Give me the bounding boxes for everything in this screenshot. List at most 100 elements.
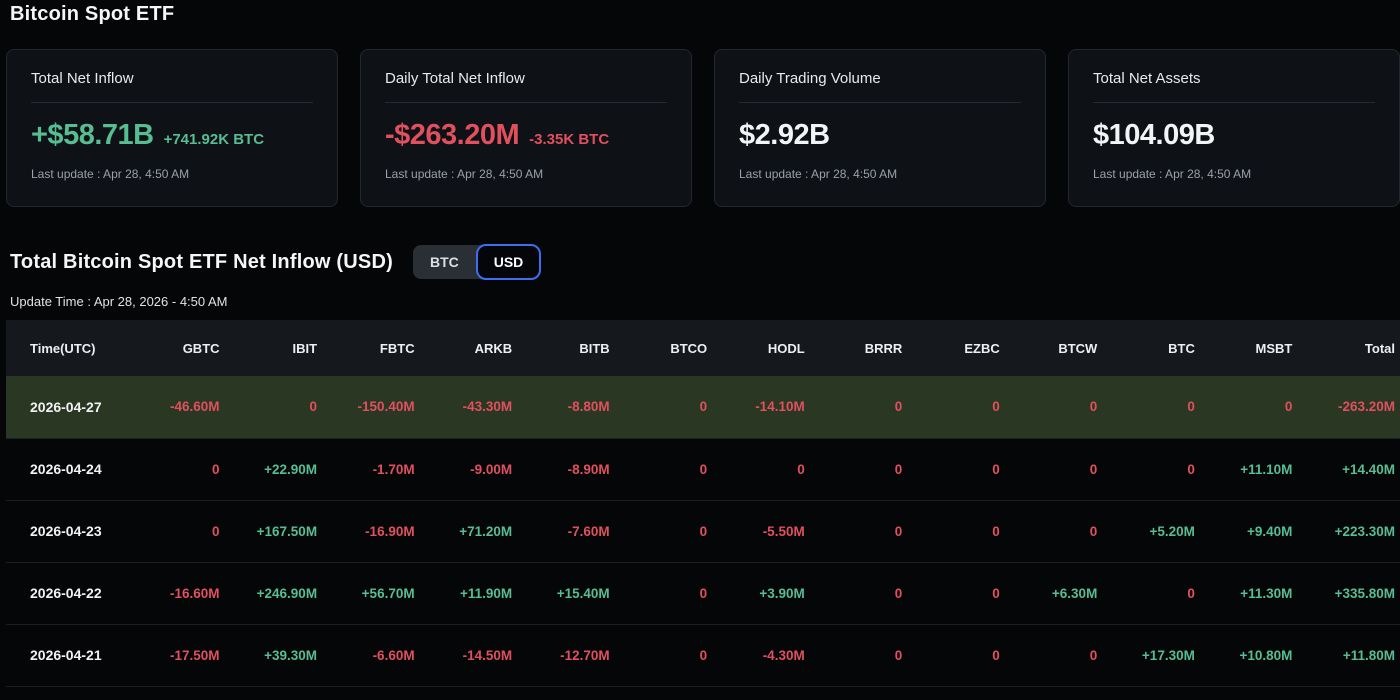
card-divider [31, 102, 313, 103]
table-row: 2026-04-23 0 +167.50M -16.90M +71.20M -7.60M 0… [6, 500, 1400, 563]
value-cell: 0 [1204, 376, 1303, 439]
value-cell: 0 [1009, 438, 1108, 501]
time-cell: 2026-04-24 [6, 438, 132, 501]
time-cell: 2026-04-22 [6, 562, 132, 625]
value-cell: 0 [814, 624, 913, 687]
stat-card-value-row: $104.09B [1093, 119, 1375, 152]
value-cell: +335.80M [1302, 562, 1400, 625]
value-cell: 0 [619, 438, 718, 501]
value-cell: -263.20M [1302, 376, 1400, 439]
stat-card-title: Total Net Assets [1093, 70, 1201, 87]
update-time: Update Time : Apr 28, 2026 - 4:50 AM [10, 294, 228, 309]
value-cell: -8.90M [522, 438, 620, 501]
column-header: FBTC [379, 340, 415, 356]
value-cell: +246.90M [229, 562, 328, 625]
value-cell: +6.30M [1009, 562, 1108, 625]
value-cell: -12.70M [522, 624, 620, 687]
currency-toggle[interactable]: BTC USD [412, 244, 542, 280]
value-cell: 0 [912, 624, 1010, 687]
stat-card: Daily Trading Volume $2.92B Last update : … [714, 49, 1046, 207]
stat-card-subvalue: -3.35K BTC [529, 131, 610, 148]
value-cell: -46.60M [132, 376, 230, 439]
column-header: ARKB [474, 340, 513, 356]
value-cell: -17.50M [132, 624, 230, 687]
stat-card-last-update: Last update : Apr 28, 4:50 AM [385, 167, 544, 181]
value-cell: +11.80M [1302, 624, 1400, 687]
value-cell: 0 [1009, 376, 1108, 439]
time-cell: 2026-04-23 [6, 500, 132, 563]
column-header: BRRR [864, 340, 903, 356]
stat-card-title: Daily Trading Volume [739, 70, 881, 87]
stat-card-value: $2.92B [739, 119, 830, 151]
value-cell: 0 [1107, 438, 1205, 501]
stat-card: Total Net Inflow +$58.71B +741.92K BTC Last… [6, 49, 338, 207]
toggle-option-btc[interactable]: BTC [429, 254, 459, 270]
value-cell: 0 [1107, 562, 1205, 625]
value-cell: 0 [229, 376, 328, 439]
value-cell: -7.60M [522, 500, 620, 563]
value-cell: +167.50M [229, 500, 328, 563]
etf-table-head-row: Time(UTC) GBTC IBIT FBTC ARKB BITB BTCO HODL BRR… [6, 320, 1400, 376]
toggle-option-usd[interactable]: USD [475, 244, 542, 280]
card-divider [739, 102, 1021, 103]
value-cell: 0 [912, 376, 1010, 439]
stat-card-title: Total Net Inflow [31, 70, 134, 87]
value-cell: +10.80M [1204, 624, 1303, 687]
value-cell: 0 [912, 562, 1010, 625]
value-cell: -43.30M [424, 376, 523, 439]
value-cell: +3.90M [717, 562, 815, 625]
value-cell: -5.50M [717, 500, 815, 563]
value-cell: +223.30M [1302, 500, 1400, 563]
stat-card-value: +$58.71B [31, 119, 154, 151]
value-cell: 0 [814, 376, 913, 439]
value-cell: +11.10M [1204, 438, 1303, 501]
value-cell: 0 [619, 624, 718, 687]
value-cell: +71.20M [424, 500, 523, 563]
stat-card: Total Net Assets $104.09B Last update : Ap… [1068, 49, 1400, 207]
time-cell: 2026-04-27 [6, 376, 132, 439]
table-row: 2026-04-22 -16.60M +246.90M +56.70M +11.90M +… [6, 562, 1400, 625]
value-cell: 0 [1107, 376, 1205, 439]
stat-card-value-row: $2.92B [739, 119, 1021, 152]
value-cell: +11.30M [1204, 562, 1303, 625]
value-cell: -16.90M [327, 500, 425, 563]
stat-card-last-update: Last update : Apr 28, 4:50 AM [739, 167, 898, 181]
value-cell: -4.30M [717, 624, 815, 687]
stat-card-title: Daily Total Net Inflow [385, 70, 525, 87]
value-cell: 0 [1009, 500, 1108, 563]
value-cell: -14.50M [424, 624, 523, 687]
section-title: Total Bitcoin Spot ETF Net Inflow (USD) [10, 250, 393, 273]
value-cell: -9.00M [424, 438, 523, 501]
column-header: GBTC [182, 340, 220, 356]
column-header: EZBC [964, 340, 1000, 356]
value-cell: 0 [1009, 624, 1108, 687]
value-cell: -16.60M [132, 562, 230, 625]
column-header: BTC [1168, 340, 1195, 356]
column-header: MSBT [1255, 340, 1293, 356]
stat-card-value-row: -$263.20M -3.35K BTC [385, 119, 667, 152]
table-row: 2026-04-21 -17.50M +39.30M -6.60M -14.50M -12… [6, 624, 1400, 687]
column-header: BITB [579, 340, 610, 356]
time-cell: 2026-04-21 [6, 624, 132, 687]
etf-inflow-table: Time(UTC) GBTC IBIT FBTC ARKB BITB BTCO HODL BRR… [6, 320, 1400, 687]
page-title: Bitcoin Spot ETF [10, 3, 175, 25]
value-cell: +56.70M [327, 562, 425, 625]
value-cell: 0 [912, 500, 1010, 563]
value-cell: 0 [619, 376, 718, 439]
value-cell: +39.30M [229, 624, 328, 687]
value-cell: -14.10M [717, 376, 815, 439]
value-cell: -150.40M [327, 376, 425, 439]
etf-table-wrap: Time(UTC) GBTC IBIT FBTC ARKB BITB BTCO HODL BRR… [6, 320, 1400, 687]
table-row: 2026-04-24 0 +22.90M -1.70M -9.00M -8.90M 0 0 0 0… [6, 438, 1400, 501]
stat-card-value-row: +$58.71B +741.92K BTC [31, 119, 313, 152]
card-divider [385, 102, 667, 103]
value-cell: +11.90M [424, 562, 523, 625]
stat-card-subvalue: +741.92K BTC [163, 131, 265, 148]
etf-table-body: 2026-04-27 -46.60M 0 -150.40M -43.30M -8.80M 0… [6, 376, 1400, 687]
value-cell: 0 [619, 562, 718, 625]
column-header: IBIT [292, 340, 318, 356]
table-row: 2026-04-27 -46.60M 0 -150.40M -43.30M -8.80M 0… [6, 376, 1400, 439]
stat-card-last-update: Last update : Apr 28, 4:50 AM [1093, 167, 1252, 181]
column-header: BTCO [670, 340, 708, 356]
